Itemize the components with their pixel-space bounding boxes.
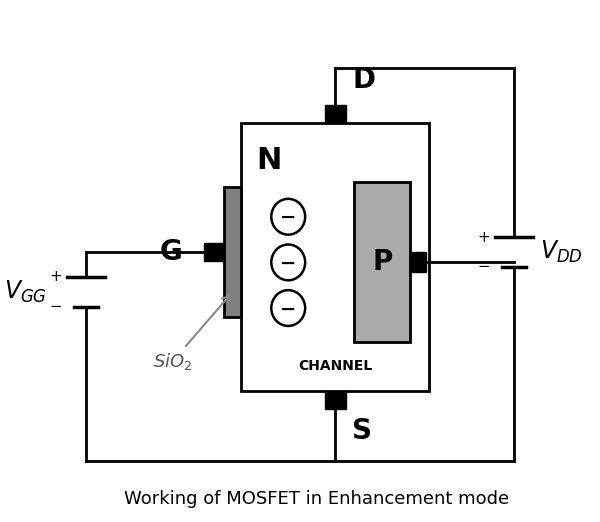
Bar — [325, 105, 346, 123]
Text: N: N — [257, 146, 282, 175]
Text: −: − — [478, 259, 490, 275]
Bar — [203, 243, 224, 261]
Text: P: P — [372, 248, 392, 276]
Text: G: G — [160, 238, 183, 266]
Bar — [410, 252, 425, 272]
Bar — [354, 182, 410, 341]
Text: D: D — [352, 66, 375, 94]
Text: +: + — [478, 230, 490, 245]
Text: −: − — [280, 300, 296, 318]
Text: Working of MOSFET in Enhancement mode: Working of MOSFET in Enhancement mode — [124, 490, 509, 508]
Text: −: − — [280, 208, 296, 227]
Text: $V_{GG}$: $V_{GG}$ — [4, 279, 46, 305]
Text: $V_{DD}$: $V_{DD}$ — [540, 239, 583, 265]
Bar — [241, 123, 430, 392]
Text: −: − — [280, 254, 296, 273]
Circle shape — [271, 244, 305, 280]
Circle shape — [271, 290, 305, 326]
Text: −: − — [50, 299, 62, 314]
Text: S: S — [352, 417, 372, 445]
Text: $SiO_2$: $SiO_2$ — [153, 295, 229, 372]
Text: CHANNEL: CHANNEL — [298, 360, 373, 373]
Circle shape — [271, 199, 305, 235]
Bar — [224, 187, 241, 317]
Text: +: + — [50, 269, 62, 284]
Bar — [325, 392, 346, 409]
